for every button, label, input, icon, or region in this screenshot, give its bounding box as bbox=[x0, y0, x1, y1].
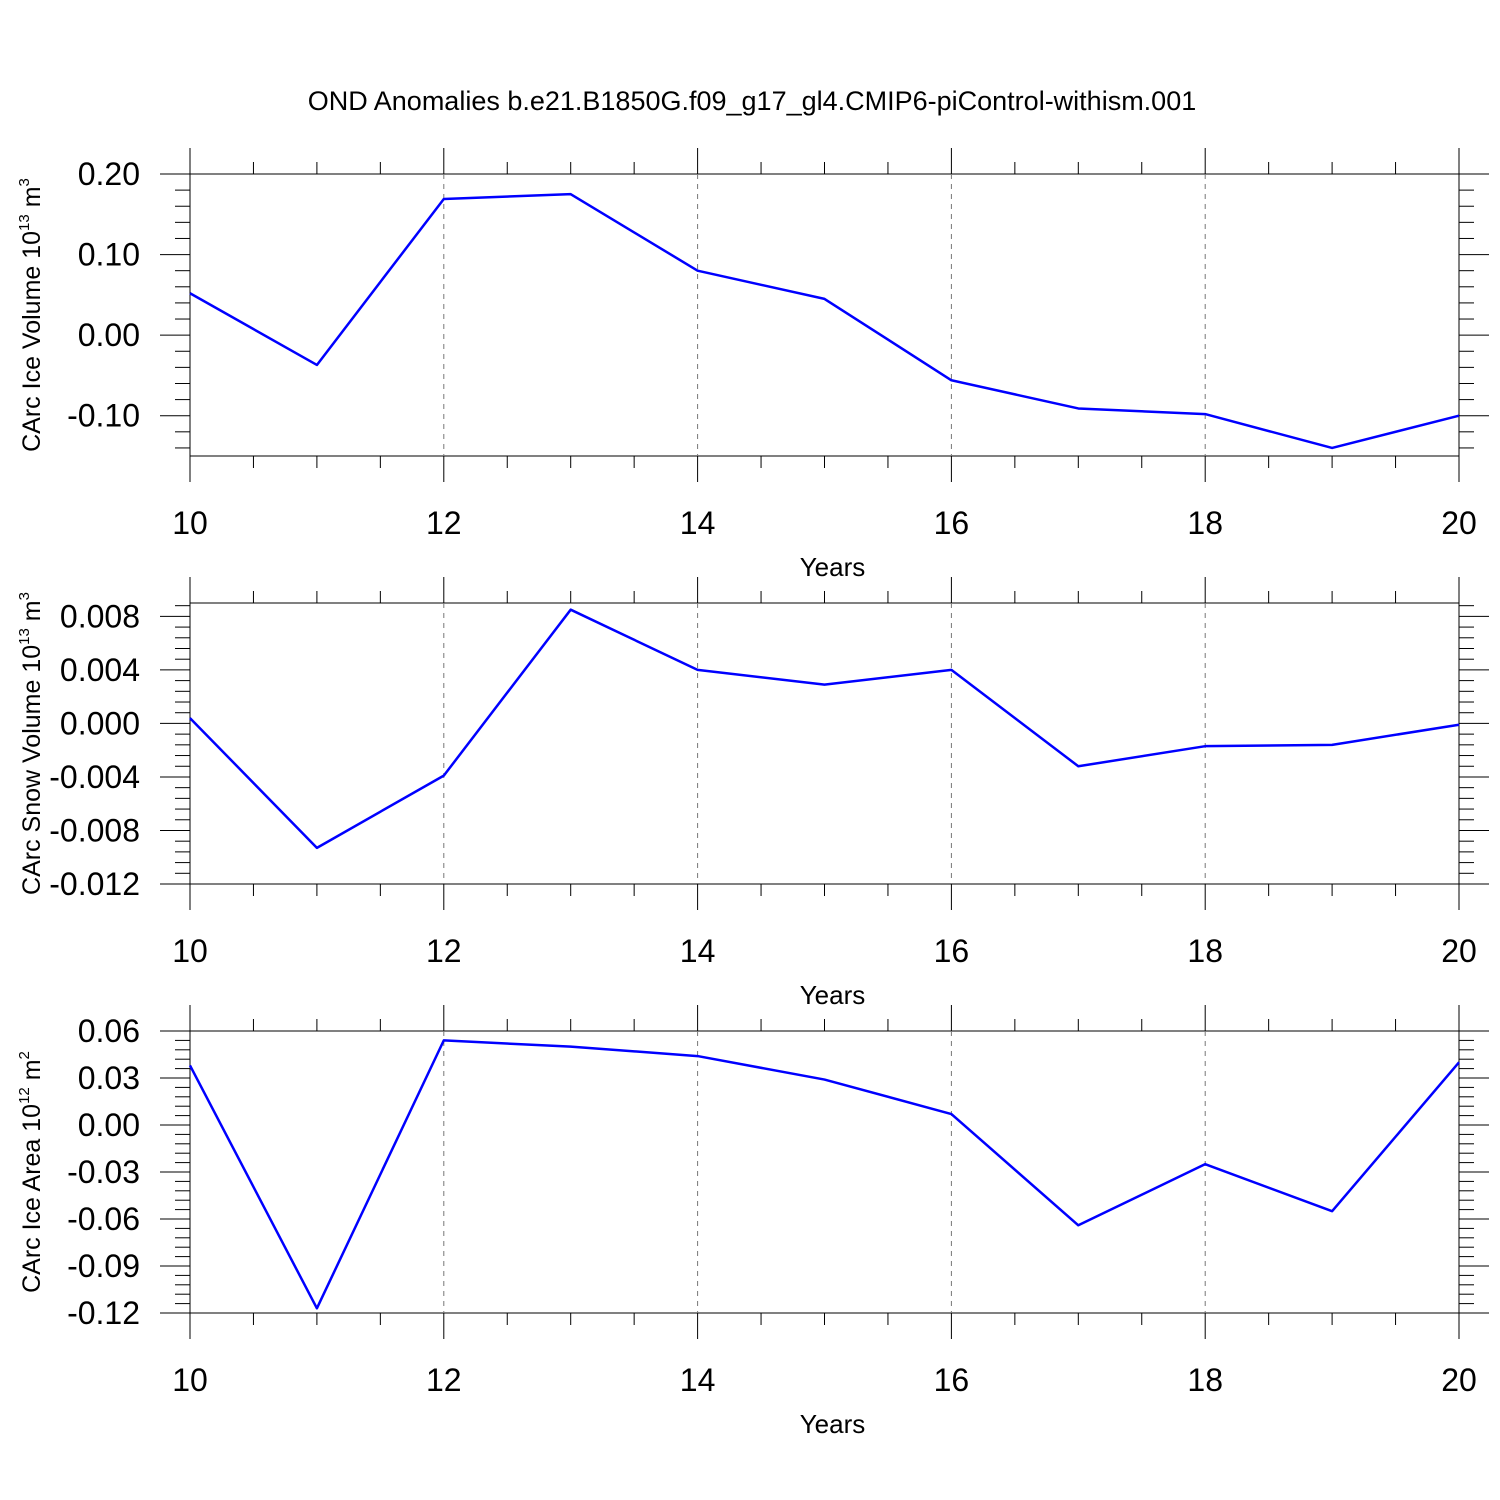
y-axis-label-part: CArc Ice Area 10 bbox=[18, 1104, 46, 1293]
y-axis-label-superscript: 13 bbox=[16, 628, 33, 645]
y-tick-label: 0.03 bbox=[78, 1060, 140, 1096]
y-tick-label: 0.008 bbox=[60, 598, 140, 634]
x-tick-label: 20 bbox=[1441, 505, 1477, 541]
data-line bbox=[189, 608, 1460, 850]
x-tick-label: 16 bbox=[934, 933, 970, 969]
x-tick-label: 10 bbox=[172, 933, 208, 969]
y-axis-label-part: m bbox=[18, 1059, 46, 1087]
x-tick-label: 14 bbox=[680, 933, 716, 969]
y-tick-label: -0.10 bbox=[67, 398, 140, 434]
y-axis-label-part: CArc Snow Volume 10 bbox=[18, 645, 46, 895]
x-tick-label: 18 bbox=[1187, 933, 1223, 969]
y-tick-label: -0.008 bbox=[49, 812, 140, 848]
y-axis-label-superscript: 12 bbox=[16, 1087, 33, 1104]
y-axis-label: CArc Ice Area 1012 m2 bbox=[16, 1051, 46, 1293]
x-tick-label: 20 bbox=[1441, 1362, 1477, 1398]
x-axis-label: Years bbox=[800, 980, 866, 1010]
y-tick-label: -0.012 bbox=[49, 866, 140, 902]
x-axis-label: Years bbox=[800, 1409, 866, 1439]
x-tick-label: 18 bbox=[1187, 505, 1223, 541]
y-axis-label-superscript: 3 bbox=[16, 178, 33, 186]
x-tick-label: 12 bbox=[426, 933, 462, 969]
y-tick-label: 0.06 bbox=[78, 1013, 140, 1049]
y-tick-label: -0.03 bbox=[67, 1154, 140, 1190]
figure-title: OND Anomalies b.e21.B1850G.f09_g17_gl4.C… bbox=[308, 86, 1196, 116]
y-tick-label: 0.004 bbox=[60, 652, 140, 688]
x-tick-label: 10 bbox=[172, 1362, 208, 1398]
y-tick-label: 0.000 bbox=[60, 705, 140, 741]
y-axis-label-superscript: 3 bbox=[16, 592, 33, 600]
y-tick-label: -0.09 bbox=[67, 1248, 140, 1284]
x-tick-label: 12 bbox=[426, 505, 462, 541]
y-axis-label: CArc Ice Volume 1013 m3 bbox=[16, 178, 46, 452]
y-tick-label: 0.00 bbox=[78, 317, 140, 353]
y-tick-label: -0.12 bbox=[67, 1295, 140, 1331]
x-tick-label: 18 bbox=[1187, 1362, 1223, 1398]
y-axis-label-superscript: 2 bbox=[16, 1051, 33, 1059]
x-tick-label: 20 bbox=[1441, 933, 1477, 969]
y-axis-label-part: CArc Ice Volume 10 bbox=[18, 231, 46, 452]
x-axis-label: Years bbox=[800, 552, 866, 582]
x-tick-label: 14 bbox=[680, 1362, 716, 1398]
y-axis-label: CArc Snow Volume 1013 m3 bbox=[16, 592, 46, 895]
y-axis-label-superscript: 13 bbox=[16, 214, 33, 231]
y-axis-label-part: m bbox=[18, 186, 46, 214]
data-line bbox=[189, 192, 1460, 450]
y-tick-label: 0.00 bbox=[78, 1107, 140, 1143]
x-tick-label: 14 bbox=[680, 505, 716, 541]
x-tick-label: 10 bbox=[172, 505, 208, 541]
y-tick-label: -0.004 bbox=[49, 759, 140, 795]
y-tick-label: 0.10 bbox=[78, 237, 140, 273]
y-tick-label: 0.20 bbox=[78, 156, 140, 192]
y-tick-label: -0.06 bbox=[67, 1201, 140, 1237]
data-line bbox=[188, 1039, 1460, 1310]
y-axis-label-part: m bbox=[18, 600, 46, 628]
x-tick-label: 16 bbox=[934, 505, 970, 541]
x-tick-label: 16 bbox=[934, 1362, 970, 1398]
x-tick-label: 12 bbox=[426, 1362, 462, 1398]
